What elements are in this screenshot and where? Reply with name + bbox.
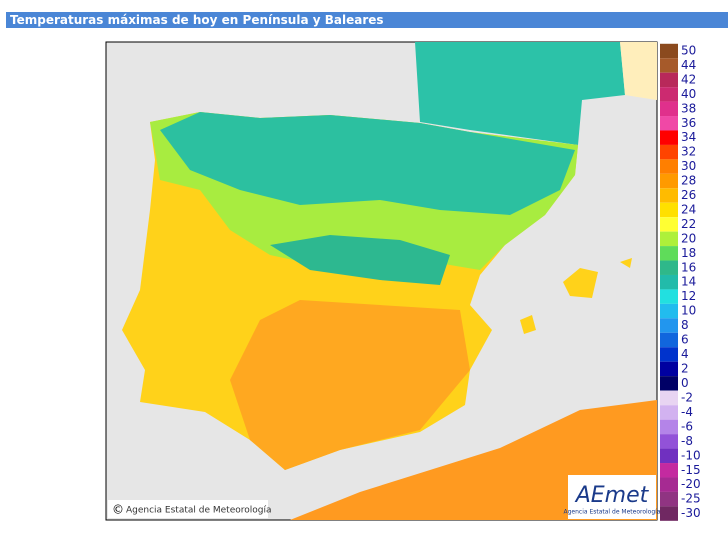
france: [415, 42, 625, 145]
legend-swatch: [660, 477, 678, 492]
legend-swatch: [660, 318, 678, 333]
legend-label: -25: [681, 492, 701, 506]
legend-label: -4: [681, 405, 693, 419]
legend-label: 2: [681, 361, 689, 375]
africa: [290, 400, 657, 520]
legend-label: 4: [681, 347, 689, 361]
legend-swatch: [660, 58, 678, 73]
legend-label: 22: [681, 217, 696, 231]
legend-label: 20: [681, 231, 696, 245]
legend-swatch: [660, 217, 678, 232]
legend-swatch: [660, 43, 678, 59]
logo-box: [568, 475, 656, 519]
legend-label: -15: [681, 463, 701, 477]
legend-label: 30: [681, 159, 696, 173]
legend-swatch: [660, 390, 678, 406]
legend-label: 26: [681, 188, 696, 202]
title-bar: Temperaturas máximas de hoy en Península…: [6, 12, 728, 28]
mallorca: [563, 268, 598, 298]
logo-subtitle: Agencia Estatal de Meteorología: [564, 509, 661, 516]
legend-swatch: [660, 159, 678, 174]
legend-label: 24: [681, 202, 696, 216]
legend-swatch: [660, 361, 678, 377]
legend-swatch: [660, 260, 678, 275]
legend-swatch: [660, 72, 678, 88]
legend-swatch: [660, 434, 678, 449]
legend-label: 8: [681, 318, 689, 332]
logo-name: AEmet: [574, 483, 650, 508]
legend-swatch: [660, 202, 678, 218]
legend-swatch: [660, 101, 678, 117]
legend-label: 0: [681, 376, 689, 390]
legend-label: -30: [681, 506, 701, 520]
legend-swatch: [660, 419, 678, 435]
legend-label: 36: [681, 116, 696, 130]
legend-label: -8: [681, 434, 693, 448]
legend-label: 10: [681, 304, 696, 318]
legend-swatch: [660, 87, 678, 102]
legend-swatch: [660, 144, 678, 160]
legend-label: -10: [681, 448, 701, 462]
credit-box: [108, 500, 268, 518]
ibiza: [520, 315, 536, 334]
legend-label: 42: [681, 72, 696, 86]
legend-swatch: [660, 173, 678, 189]
legend-swatch: [660, 231, 678, 247]
legend-label: 34: [681, 130, 696, 144]
central-mountains: [270, 235, 450, 285]
legend-swatch: [660, 274, 678, 290]
legend-swatch: [660, 463, 678, 478]
legend-swatch: [660, 347, 678, 362]
legend-swatch: [660, 303, 678, 319]
legend-label: 32: [681, 145, 696, 159]
credit-text: Agencia Estatal de Meteorología: [126, 506, 272, 516]
legend-label: 50: [681, 44, 696, 58]
legend-label: 14: [681, 275, 696, 289]
legend-swatch: [660, 188, 678, 203]
south-region: [230, 300, 470, 470]
legend-label: -20: [681, 477, 701, 491]
france-east: [620, 42, 657, 100]
legend-label: 44: [681, 58, 696, 72]
legend-swatch: [660, 130, 678, 145]
legend-swatch: [660, 448, 678, 464]
legend-label: -6: [681, 419, 693, 433]
credit-symbol: ©: [112, 503, 124, 517]
legend-label: 12: [681, 289, 696, 303]
legend-swatch: [660, 246, 678, 261]
legend-swatch: [660, 116, 678, 131]
legend-swatch: [660, 491, 678, 507]
legend-swatch: [660, 332, 678, 348]
north-region: [160, 112, 575, 215]
legend-swatch: [660, 405, 678, 420]
legend-swatch: [660, 376, 678, 391]
legend-swatch: [660, 506, 678, 521]
legend-swatch: [660, 289, 678, 304]
legend-label: 38: [681, 101, 696, 115]
legend-label: 28: [681, 174, 696, 188]
menorca: [620, 258, 632, 268]
legend-label: 40: [681, 87, 696, 101]
legend-label: -2: [681, 391, 693, 405]
legend-label: 6: [681, 333, 689, 347]
legend-label: 16: [681, 260, 696, 274]
legend-label: 18: [681, 246, 696, 260]
